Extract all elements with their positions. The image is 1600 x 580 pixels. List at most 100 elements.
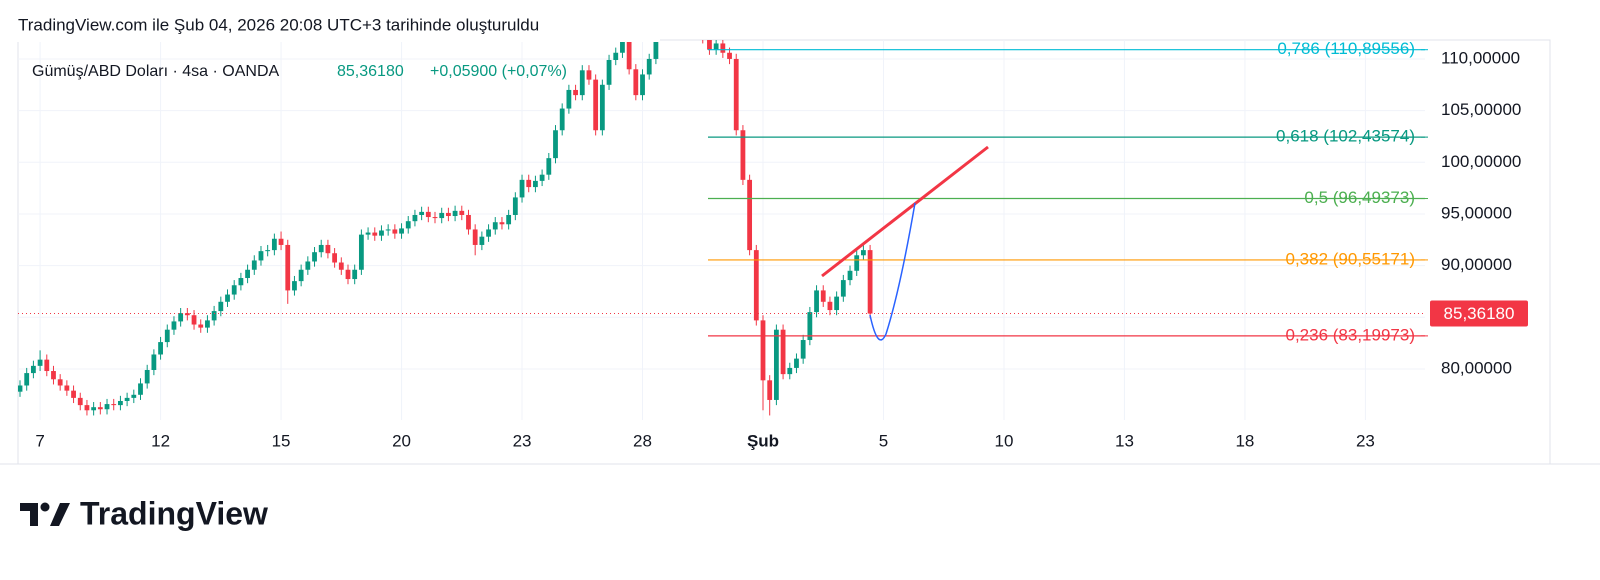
candle-body: [713, 43, 719, 50]
candle-body: [425, 211, 431, 218]
candle-body: [519, 179, 525, 198]
candle-body: [620, 40, 625, 53]
candle-body: [392, 229, 398, 234]
candle-body: [446, 212, 451, 217]
candle-body: [278, 238, 284, 245]
fib-label: 0,5 (96,49373): [1304, 188, 1415, 207]
candle-body: [124, 397, 130, 401]
candle-body: [459, 210, 465, 215]
candle-body: [867, 250, 873, 314]
candle-body: [653, 40, 659, 59]
candle-body: [760, 320, 766, 381]
candle-body: [533, 180, 538, 188]
projection-curve: [869, 202, 916, 341]
candle-body: [352, 269, 358, 280]
candle-body: [479, 236, 485, 245]
candle-body: [694, 7, 699, 28]
candle-body: [432, 217, 438, 219]
x-tick-label: 10: [995, 431, 1014, 450]
candle-body: [158, 342, 163, 355]
candle-body: [405, 221, 411, 229]
candle-body: [332, 253, 338, 263]
candle-body: [312, 252, 317, 262]
candle-body: [218, 301, 224, 312]
candle-body: [372, 232, 378, 236]
logo-dot: [40, 502, 50, 512]
x-tick-label: 5: [879, 431, 888, 450]
caption-bg: [0, 8, 660, 42]
header-change: +0,05900 (+0,07%): [430, 63, 567, 80]
candle-body: [526, 179, 532, 188]
candle-body: [633, 69, 639, 96]
candle-body: [198, 324, 204, 328]
candle-body: [847, 270, 853, 281]
candle-body: [231, 285, 237, 295]
candle-body: [325, 244, 331, 254]
candle-body: [834, 296, 840, 311]
x-tick-label: 28: [633, 431, 652, 450]
candle-body: [767, 380, 773, 400]
candle-body: [640, 74, 645, 96]
candle-body: [71, 390, 76, 398]
candle-body: [251, 260, 257, 270]
trend-line: [821, 145, 989, 278]
brand-logo: TradingView: [20, 495, 268, 531]
candle-body: [51, 371, 56, 380]
candle-body: [358, 234, 364, 270]
x-tick-label: 18: [1235, 431, 1254, 450]
y-tick-label: 90,00000: [1441, 255, 1512, 274]
candle-body: [840, 280, 846, 297]
candle-body: [345, 269, 351, 280]
candle-body: [399, 228, 404, 234]
y-tick-label: 80,00000: [1441, 358, 1512, 377]
fib-label: 0,618 (102,43574): [1276, 127, 1415, 146]
candle-body: [412, 214, 418, 222]
candle-body: [298, 269, 304, 282]
candle-body: [593, 79, 599, 131]
candle-body: [151, 354, 157, 370]
grid: [18, 40, 1425, 420]
overlay: 80,0000085,0000090,0000095,00000100,0000…: [35, 39, 1528, 450]
candle-body: [171, 321, 177, 330]
candle-body: [720, 43, 726, 53]
y-tick-label: 100,00000: [1441, 152, 1521, 171]
candle-body: [539, 174, 545, 181]
candle-body: [30, 365, 36, 374]
candle-body: [104, 404, 110, 410]
candle-body: [807, 312, 813, 341]
candle-body: [646, 58, 652, 75]
candle-body: [178, 313, 184, 322]
candle-body: [211, 311, 217, 321]
candle-body: [499, 222, 505, 225]
candle-body: [733, 58, 739, 131]
logo-mark: [20, 503, 38, 526]
x-tick-label: 20: [392, 431, 411, 450]
x-tick-label: 13: [1115, 431, 1134, 450]
drawings: [821, 145, 989, 341]
candle-body: [700, 28, 705, 38]
candle-body: [753, 250, 759, 321]
candle-body: [318, 244, 324, 253]
candle-body: [57, 379, 63, 386]
candle-body: [338, 262, 344, 270]
candle-body: [787, 367, 793, 375]
candle-body: [466, 214, 471, 230]
fib-label: 0,236 (83,19973): [1286, 325, 1416, 344]
candle-body: [97, 407, 103, 410]
candle-body: [379, 230, 384, 236]
candle-body: [118, 400, 123, 406]
symbol-title: Gümüş/ABD Doları · 4sa · OANDA: [32, 63, 280, 80]
caption: TradingView.com ile Şub 04, 2026 20:08 U…: [18, 15, 539, 34]
candle-body: [144, 369, 150, 384]
candle-body: [814, 290, 819, 313]
candle-body: [472, 229, 478, 245]
last-price-label: 85,36180: [1444, 304, 1515, 323]
candle-body: [37, 359, 43, 366]
candle-body: [566, 89, 572, 109]
y-tick-label: 110,00000: [1441, 48, 1520, 67]
candle-body: [780, 329, 786, 375]
candle-body: [546, 158, 552, 175]
candle-body: [18, 385, 23, 392]
